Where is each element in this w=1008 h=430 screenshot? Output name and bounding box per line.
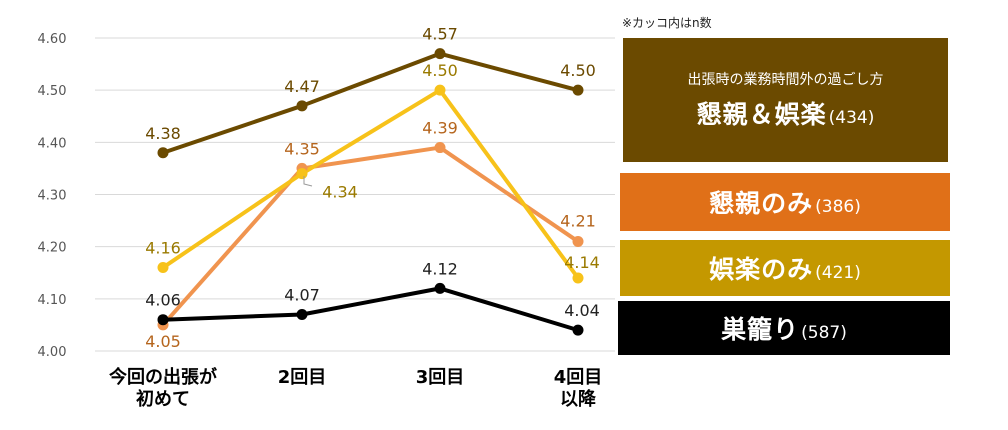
legend-item-konshin-only: 懇親のみ (386) <box>620 173 950 231</box>
x-tick-label: 4回目以降 <box>554 367 603 410</box>
data-point <box>434 142 446 154</box>
data-point <box>157 262 169 274</box>
y-tick-label: 4.60 <box>38 32 67 47</box>
legend-count: (587) <box>801 323 847 343</box>
y-tick-label: 4.30 <box>38 189 67 204</box>
data-point <box>296 100 308 112</box>
series-line <box>162 286 579 333</box>
data-label: 4.35 <box>284 139 320 158</box>
data-label: 4.07 <box>284 285 320 304</box>
series-points <box>157 48 584 336</box>
data-label: 4.21 <box>560 211 596 230</box>
x-axis-ticks: 今回の出張が初めて 2回目 3回目 4回目以降 <box>109 366 602 410</box>
data-point <box>434 48 446 60</box>
data-label: 4.16 <box>145 239 181 258</box>
legend-count: (386) <box>815 197 861 217</box>
series-line <box>162 51 579 155</box>
series-line <box>161 88 580 280</box>
data-point <box>572 272 584 284</box>
data-label: 4.39 <box>422 119 458 138</box>
data-label: 4.38 <box>145 124 181 143</box>
data-labels: 4.38 4.47 4.57 4.50 4.05 4.35 4.39 4.21 4.16 4.34… <box>145 25 600 351</box>
data-point <box>572 324 584 336</box>
legend-label: 懇親＆娯楽 <box>696 100 827 129</box>
legend-item-sugomori: 巣籠り (587) <box>618 301 950 355</box>
x-tick-label: 2回目 <box>278 367 327 388</box>
legend-count: (434) <box>828 108 875 128</box>
data-label: 4.14 <box>564 253 600 272</box>
legend-count: (421) <box>815 263 861 283</box>
legend-item-goraku-only: 娯楽のみ (421) <box>620 240 950 296</box>
data-point <box>434 84 446 96</box>
legend-label: 懇親のみ <box>709 189 814 218</box>
y-tick-label: 4.40 <box>38 136 67 151</box>
y-axis-ticks: 4.00 4.10 4.20 4.30 4.40 4.50 4.60 <box>38 32 67 360</box>
legend-label: 娯楽のみ <box>709 255 814 284</box>
data-point <box>157 147 169 159</box>
y-tick-label: 4.20 <box>38 241 67 256</box>
sample-size-note: ※カッコ内はn数 <box>622 16 712 30</box>
data-label: 4.04 <box>564 301 600 320</box>
data-point <box>572 235 584 247</box>
x-tick-label: 今回の出張が初めて <box>109 366 217 410</box>
data-point <box>296 308 308 320</box>
data-label: 4.06 <box>145 291 181 310</box>
data-point <box>572 84 584 96</box>
series-line <box>161 145 580 327</box>
series-lines <box>161 51 580 333</box>
data-label: 4.50 <box>422 61 458 80</box>
y-tick-label: 4.10 <box>38 293 67 308</box>
data-point <box>157 314 169 326</box>
legend-title: 出張時の業務時間外の過ごし方 <box>687 72 884 88</box>
data-point <box>434 282 446 294</box>
x-tick-label: 3回目 <box>416 367 465 388</box>
data-label: 4.34 <box>322 183 358 202</box>
legend-label: 巣籠り <box>721 315 800 344</box>
data-label: 4.50 <box>560 61 596 80</box>
legend-item-konshin-goraku: 出張時の業務時間外の過ごし方 懇親＆娯楽 (434) <box>623 38 948 162</box>
data-point <box>296 168 308 180</box>
data-label: 4.57 <box>422 25 458 44</box>
label-leader-line <box>303 176 313 187</box>
y-tick-label: 4.50 <box>38 84 67 99</box>
data-label: 4.05 <box>145 332 181 351</box>
data-label: 4.47 <box>284 77 320 96</box>
data-label: 4.12 <box>422 259 458 278</box>
y-tick-label: 4.00 <box>38 345 67 360</box>
